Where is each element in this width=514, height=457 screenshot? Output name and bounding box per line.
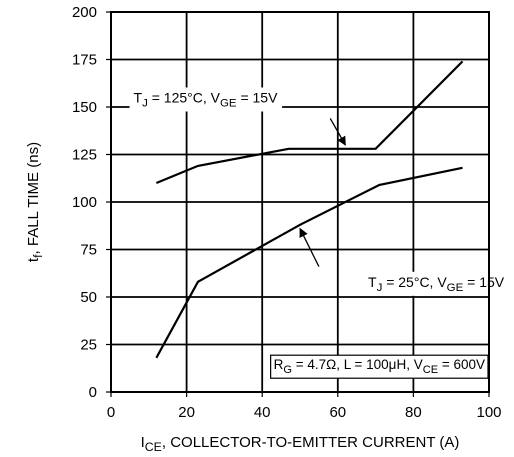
- x-axis-label: ICE, COLLECTOR-TO-EMITTER CURRENT (A): [141, 434, 460, 454]
- x-tick-label: 40: [254, 404, 271, 421]
- conditions-text-part: = 600V: [438, 357, 485, 372]
- series-annotation: TJ = 25°C, VGE = 15V: [368, 274, 505, 294]
- annotation-arrow: [299, 227, 320, 267]
- y-tick-label: 50: [80, 289, 97, 306]
- series-annotation-part: T: [368, 274, 377, 290]
- conditions-text-part: R: [274, 357, 284, 372]
- annotation-arrow: [329, 118, 346, 146]
- series-annotation-part: T: [134, 90, 143, 106]
- annotation-background: [129, 87, 283, 112]
- y-axis-label-part: , FALL TIME (ns): [25, 142, 42, 255]
- series-annotation-part: J: [142, 98, 148, 110]
- conditions-text: RG = 4.7Ω, L = 100μH, VCE = 600V: [274, 357, 485, 376]
- x-tick-label: 20: [178, 404, 195, 421]
- data-series: [155, 60, 464, 359]
- series-annotation-part: = 15V: [463, 274, 505, 290]
- x-tick-label: 60: [329, 404, 346, 421]
- conditions-text-part: = 4.7Ω, L = 100μH, V: [292, 357, 423, 372]
- grid-lines: [111, 12, 489, 392]
- series-annotation-part: = 15V: [237, 90, 279, 106]
- x-tick-label: 0: [107, 404, 115, 421]
- y-axis-label: tf, FALL TIME (ns): [25, 142, 45, 262]
- x-tick-label: 80: [405, 404, 422, 421]
- series-annotation-part: GE: [220, 98, 237, 110]
- x-axis-label-part: CE: [145, 440, 162, 454]
- x-tick-label: 100: [476, 404, 501, 421]
- series-line-1: [155, 60, 464, 185]
- series-annotation-part: J: [377, 282, 383, 294]
- axis-labels: ICE, COLLECTOR-TO-EMITTER CURRENT (A)tf,…: [25, 142, 459, 454]
- conditions-text-part: G: [283, 364, 292, 376]
- y-tick-label: 200: [72, 4, 97, 21]
- x-axis-label-part: I: [141, 434, 145, 451]
- annotation-background: [364, 271, 509, 296]
- y-tick-label: 25: [80, 337, 97, 354]
- y-tick-label: 75: [80, 242, 97, 259]
- series-annotation-part: = 25°C, V: [382, 274, 447, 290]
- series-line-2: [155, 166, 463, 359]
- y-tick-label: 125: [72, 147, 97, 164]
- conditions-text-part: CE: [423, 364, 438, 376]
- y-tick-label: 175: [72, 52, 97, 69]
- y-axis-label-part: t: [25, 257, 42, 262]
- y-tick-label: 150: [72, 99, 97, 116]
- series-annotation-part: GE: [447, 282, 464, 294]
- y-axis-label-part: f: [31, 254, 45, 258]
- plot-frame: [110, 11, 490, 393]
- series-annotation: TJ = 125°C, VGE = 15V: [134, 90, 279, 110]
- y-tick-label: 100: [72, 194, 97, 211]
- x-axis-label-part: , COLLECTOR-TO-EMITTER CURRENT (A): [162, 434, 460, 451]
- y-tick-label: 0: [89, 384, 97, 401]
- series-annotation-part: = 125°C, V: [148, 90, 221, 106]
- axis-ticks: 0 20 40 60 80 100 0 25 50 75 100 125 150 175 200: [72, 4, 502, 421]
